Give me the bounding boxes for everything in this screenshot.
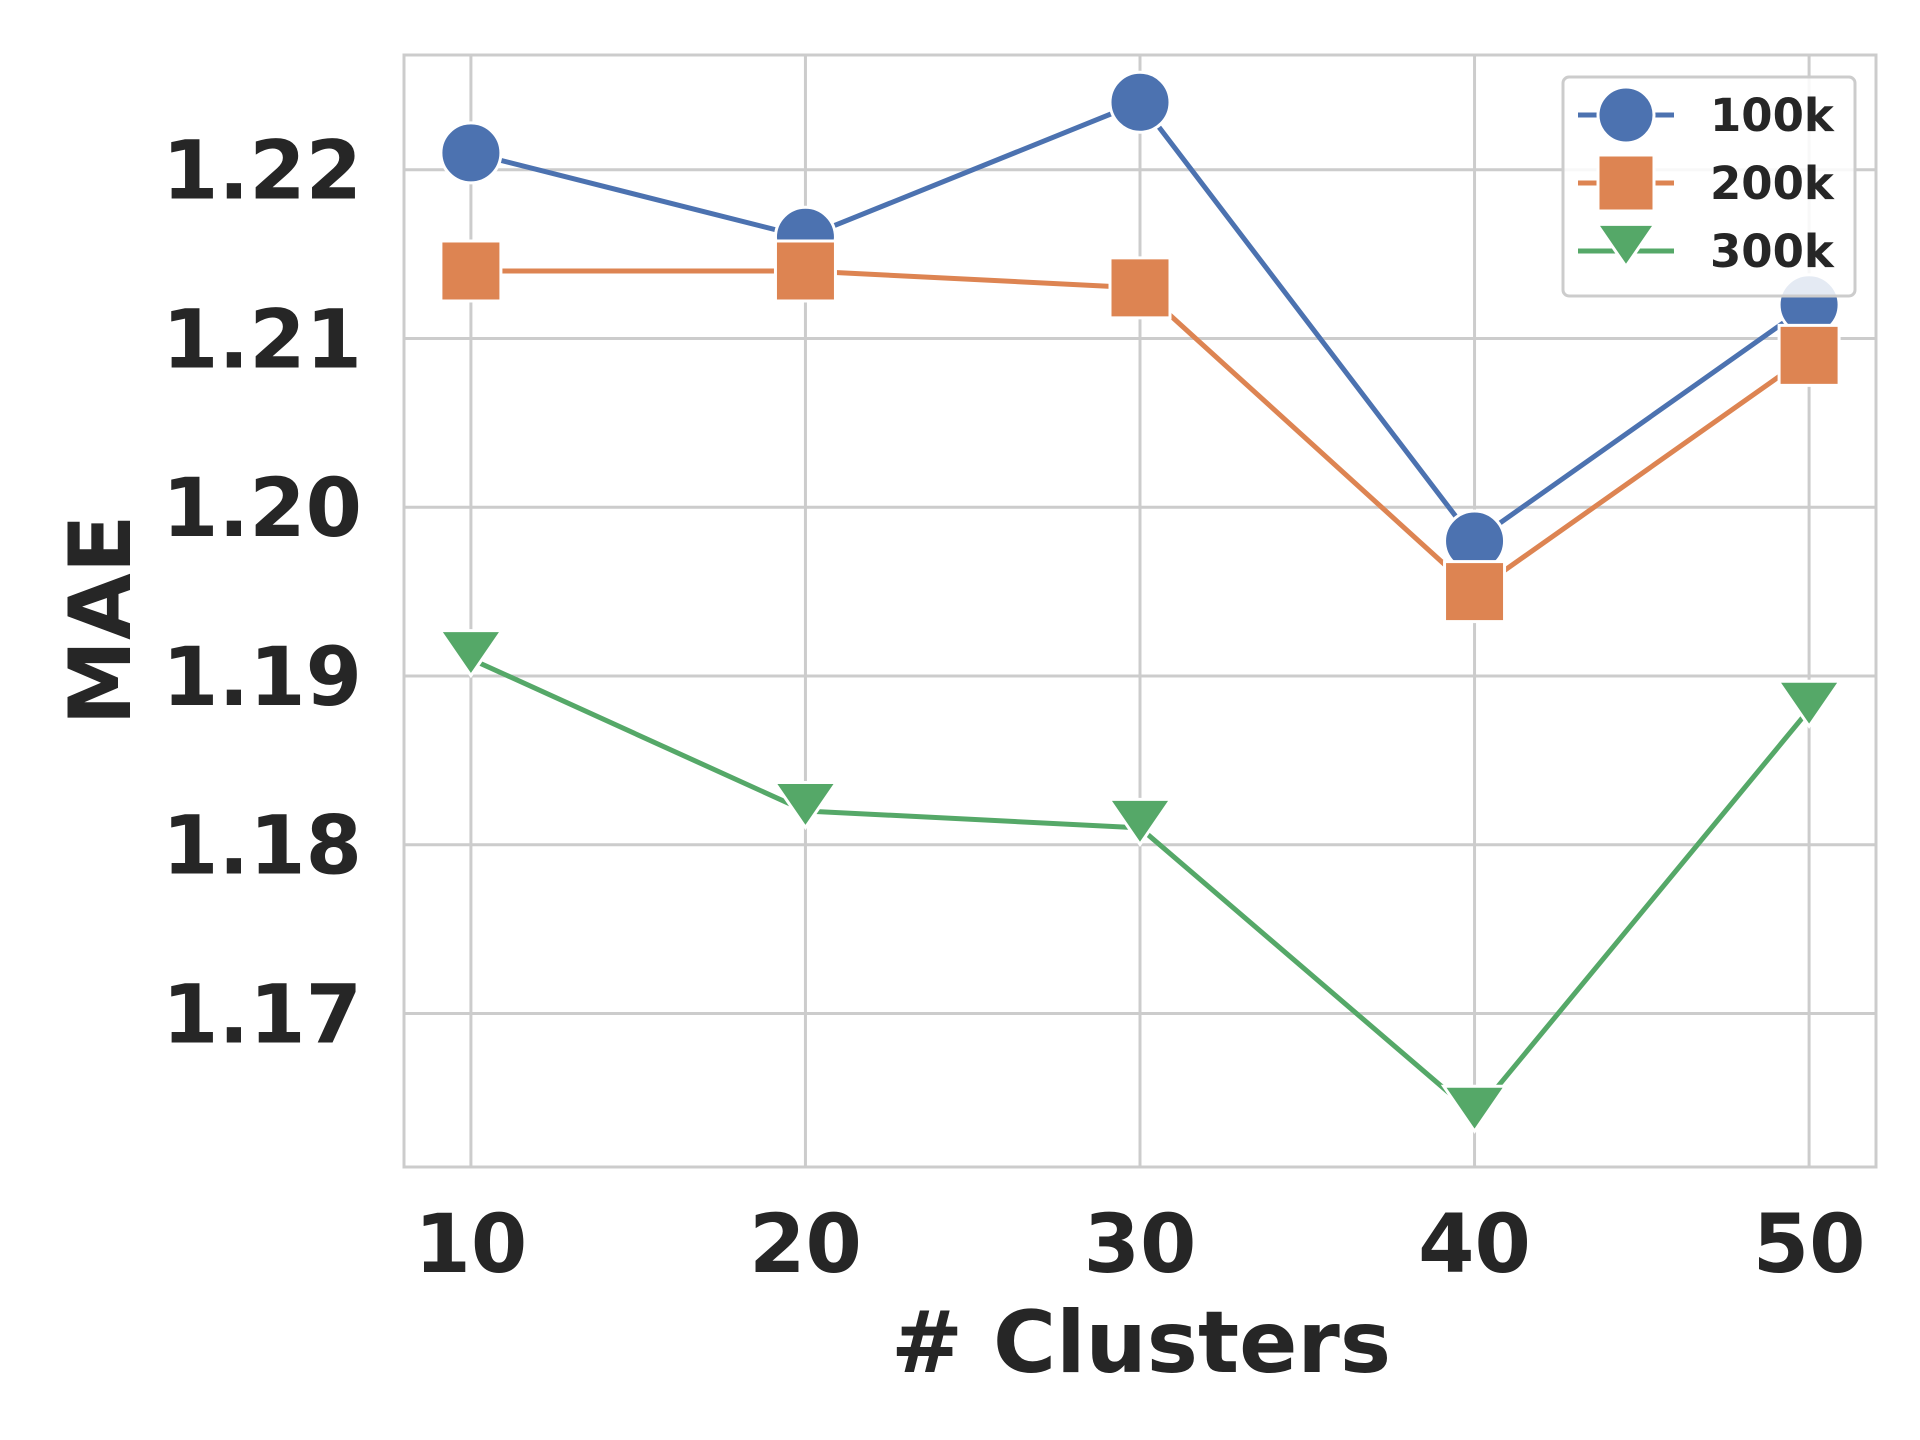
series-layer <box>437 70 1843 1134</box>
x-tick-labels: 10 20 30 40 50 <box>415 1198 1866 1292</box>
series-300k <box>437 629 1843 1134</box>
legend-marker <box>1596 85 1656 145</box>
legend-label: 300k <box>1710 225 1835 278</box>
data-point <box>1108 256 1172 320</box>
y-tick-label: 1.17 <box>162 968 362 1062</box>
y-tick-label: 1.22 <box>162 125 362 219</box>
x-tick-label: 10 <box>415 1198 528 1292</box>
legend-marker <box>1596 153 1656 213</box>
x-axis-label: # Clusters <box>891 1293 1391 1393</box>
x-tick-label: 20 <box>749 1198 862 1292</box>
data-point <box>439 239 503 303</box>
data-point <box>773 239 837 303</box>
y-tick-label: 1.20 <box>162 462 362 556</box>
x-tick-label: 40 <box>1418 1198 1531 1292</box>
data-point <box>437 629 505 679</box>
y-tick-label: 1.21 <box>162 293 362 387</box>
legend-marker <box>1594 222 1658 270</box>
legend-item-100k: 100k <box>1578 85 1835 145</box>
data-point <box>1777 323 1841 387</box>
y-tick-label: 1.18 <box>162 800 362 894</box>
data-point <box>1443 560 1507 624</box>
data-point <box>771 780 840 831</box>
x-tick-label: 50 <box>1753 1198 1866 1292</box>
data-point <box>1775 679 1843 729</box>
y-tick-label: 1.19 <box>162 631 362 725</box>
legend-label: 200k <box>1710 157 1835 210</box>
plot-frame <box>402 53 1878 1169</box>
data-point <box>1440 1084 1509 1134</box>
legend-label: 100k <box>1710 89 1835 142</box>
legend-item-200k: 200k <box>1578 153 1835 213</box>
y-tick-labels: 1.17 1.18 1.19 1.20 1.21 1.22 <box>162 125 362 1063</box>
legend-item-300k: 300k <box>1578 222 1835 278</box>
x-tick-label: 30 <box>1084 1198 1197 1292</box>
y-axis-label: MAE <box>51 515 151 726</box>
data-point <box>1106 797 1174 847</box>
data-point <box>439 121 503 185</box>
legend: 100k 200k 300k <box>1561 75 1857 298</box>
series-200k <box>439 239 1841 624</box>
data-point <box>1108 70 1172 134</box>
